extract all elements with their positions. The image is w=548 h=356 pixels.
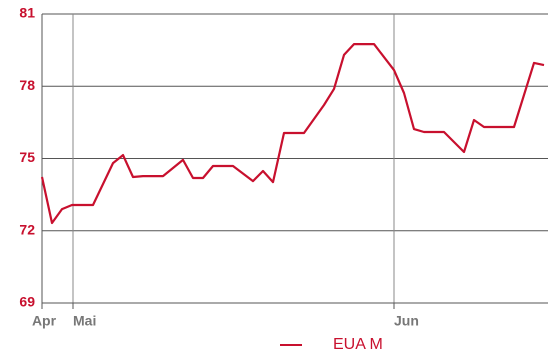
y-tick-label: 75 bbox=[19, 149, 35, 165]
x-tick-label: Mai bbox=[73, 313, 96, 329]
y-tick-label: 72 bbox=[19, 221, 35, 237]
legend-label: EUA M bbox=[333, 336, 383, 353]
x-tick-label: Apr bbox=[32, 313, 57, 329]
y-tick-label: 69 bbox=[19, 294, 35, 310]
y-tick-label: 81 bbox=[19, 5, 35, 21]
series-line bbox=[40, 42, 545, 225]
x-tick-label: Jun bbox=[394, 313, 419, 329]
y-tick-label: 78 bbox=[19, 77, 35, 93]
